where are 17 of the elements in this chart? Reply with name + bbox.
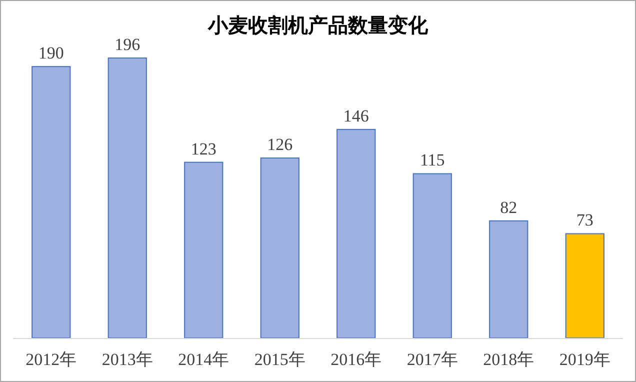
data-label: 196: [114, 35, 140, 54]
x-tick-label: 2017年: [406, 350, 458, 369]
x-tick-label: 2019年: [559, 350, 610, 369]
x-tick-label: 2018年: [483, 350, 534, 369]
x-tick-label: 2013年: [102, 350, 153, 369]
data-label: 82: [500, 198, 518, 217]
data-label: 115: [420, 150, 445, 170]
x-tick-label: 2012年: [26, 350, 77, 369]
data-label: 73: [576, 210, 594, 230]
data-label: 126: [267, 135, 293, 154]
x-tick-label: 2015年: [254, 350, 306, 369]
x-tick-label: 2016年: [330, 350, 382, 369]
data-label: 123: [190, 139, 216, 158]
data-label: 146: [343, 106, 369, 126]
x-tick-label: 2014年: [178, 350, 230, 369]
data-label: 190: [38, 44, 64, 63]
chart-title: 小麦收割机产品数量变化: [207, 14, 429, 37]
